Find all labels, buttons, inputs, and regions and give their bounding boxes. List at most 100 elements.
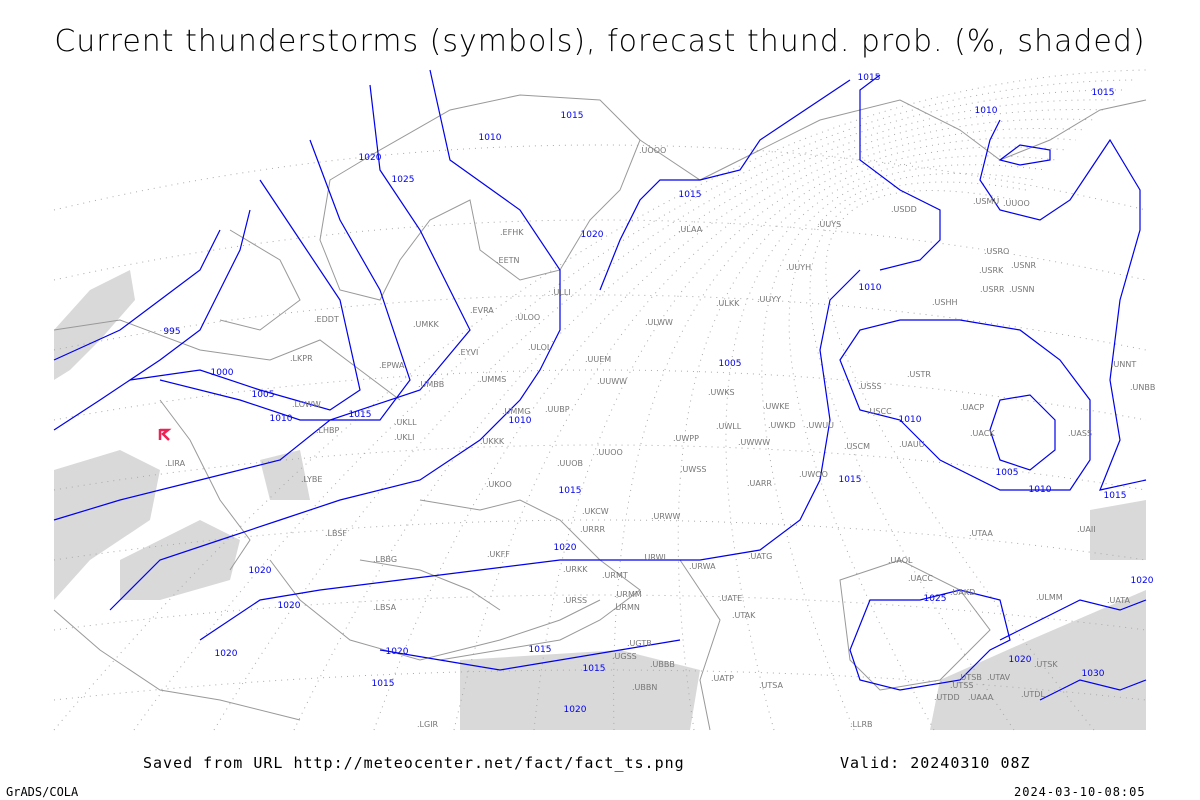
station-label: .UASS — [1068, 429, 1092, 438]
isobar-label: 1010 — [270, 414, 293, 424]
isobar-label: 1020 — [249, 566, 272, 576]
station-label: .UTSB — [958, 673, 982, 682]
station-label: .UAAA — [968, 693, 994, 702]
isobar-line — [839, 319, 1091, 491]
coastline — [53, 319, 401, 401]
station-label: .UNNT — [1111, 360, 1136, 369]
station-label: .UWOO — [799, 470, 828, 479]
station-label: .UWKE — [763, 402, 790, 411]
thunderstorm-probability-shading — [54, 270, 1146, 730]
grid-line — [53, 294, 1147, 351]
station-label: .UKFF — [487, 550, 510, 559]
station-label: .ULLI — [551, 288, 571, 297]
station-label: .LBSF — [325, 529, 347, 538]
isobar-line — [53, 84, 471, 521]
isobar-line — [53, 229, 221, 361]
isobar-label: 1010 — [509, 416, 532, 426]
station-label: .ULAA — [678, 225, 703, 234]
station-label: .UNBB — [1130, 383, 1155, 392]
station-label: .UOOO — [639, 146, 666, 155]
station-label: .URMN — [613, 603, 640, 612]
station-label: .UUOO — [596, 448, 623, 457]
station-label: .USMU — [973, 197, 999, 206]
station-label: .USNN — [1009, 285, 1034, 294]
station-label: .USNR — [1011, 261, 1036, 270]
station-label: .ULOO — [515, 313, 540, 322]
station-label: .UATG — [748, 552, 772, 561]
station-label: .UTAV — [987, 673, 1011, 682]
isobar-line — [159, 139, 411, 421]
isobar-line — [999, 599, 1147, 641]
station-label: .UMMG — [502, 407, 530, 416]
station-label: .URMT — [602, 571, 628, 580]
isobar-label: 1010 — [975, 106, 998, 116]
isobar-line — [129, 179, 361, 411]
isobar-label: 1010 — [479, 133, 502, 143]
isobar-label: 1015 — [839, 475, 862, 485]
station-label: .USRK — [979, 266, 1004, 275]
station-label: .UUBP — [545, 405, 570, 414]
station-label: .EFHK — [500, 228, 524, 237]
isobar-label: 1015 — [583, 664, 606, 674]
isobar-line — [53, 209, 251, 431]
station-label: .EVRA — [470, 306, 494, 315]
station-label: .USCC — [867, 407, 892, 416]
station-label: .URMM — [614, 590, 642, 599]
station-label: .UARR — [747, 479, 772, 488]
probability-shaded-area — [460, 650, 700, 730]
station-label: .UACK — [970, 429, 995, 438]
station-label: .USSS — [858, 382, 882, 391]
station-label: .USRR — [980, 285, 1005, 294]
station-label: .URWI — [642, 553, 666, 562]
station-label: .ULOL — [528, 343, 552, 352]
station-labels: .EDDT .LKPR .LOWW .LHBP .LYBE .LBSF .LIRA .LBBG… — [165, 146, 1155, 729]
generated-time: 2024-03-10-08:05 — [1014, 785, 1146, 799]
station-label: .EPWA — [379, 361, 405, 370]
coastline — [359, 559, 501, 611]
station-label: .URKK — [563, 565, 588, 574]
coastlines-and-borders — [53, 94, 1147, 731]
isobar-label: 1010 — [899, 415, 922, 425]
isobar-label: 1015 — [529, 645, 552, 655]
station-label: .UUWW — [597, 377, 627, 386]
grid-line — [809, 181, 1027, 731]
station-label: .UTSA — [759, 681, 784, 690]
station-label: .UUOB — [557, 459, 583, 468]
isobar-label: 1005 — [996, 468, 1019, 478]
station-label: .UMKK — [413, 320, 440, 329]
station-label: .UAOL — [888, 556, 913, 565]
isobar-line — [989, 394, 1056, 471]
map-title: Current thunderstorms (symbols), forecas… — [54, 24, 1146, 59]
station-label: .USRO — [984, 247, 1009, 256]
station-label: .USCM — [844, 442, 870, 451]
lat-lon-grid — [53, 69, 1147, 731]
station-label: .ULWW — [645, 318, 673, 327]
isobar-label: 1015 — [349, 410, 372, 420]
station-label: .UUOO — [1003, 199, 1030, 208]
station-label: .UAKD — [950, 588, 975, 597]
station-label: .UATA — [1107, 596, 1131, 605]
station-label: .URSS — [563, 596, 587, 605]
station-label: .USHH — [932, 298, 958, 307]
station-label: .UACP — [960, 403, 984, 412]
station-label: .EYVI — [458, 348, 478, 357]
isobar-label: 1020 — [1131, 576, 1154, 586]
station-label: .UMMS — [479, 375, 506, 384]
coastline — [319, 94, 641, 301]
station-label: .LLRB — [850, 720, 873, 729]
coastline — [639, 99, 1147, 181]
grid-line — [677, 146, 1067, 731]
station-label: .EETN — [496, 256, 520, 265]
isobar-label: 1015 — [372, 679, 395, 689]
probability-shaded-area — [120, 520, 240, 600]
station-label: .UAII — [1077, 525, 1096, 534]
saved-from-url: Saved from URL http://meteocenter.net/fa… — [143, 754, 685, 772]
station-label: .UUYS — [817, 220, 841, 229]
station-label: .UWLL — [716, 422, 742, 431]
grid-line — [53, 369, 1147, 421]
grid-line — [133, 79, 1137, 731]
isobar-label: 1015 — [858, 73, 881, 83]
isobar-label: 1025 — [924, 594, 947, 604]
isobar-label: 1000 — [211, 368, 234, 378]
station-label: .UACC — [908, 574, 933, 583]
